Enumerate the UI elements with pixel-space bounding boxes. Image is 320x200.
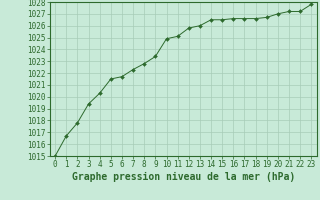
X-axis label: Graphe pression niveau de la mer (hPa): Graphe pression niveau de la mer (hPa): [72, 172, 295, 182]
